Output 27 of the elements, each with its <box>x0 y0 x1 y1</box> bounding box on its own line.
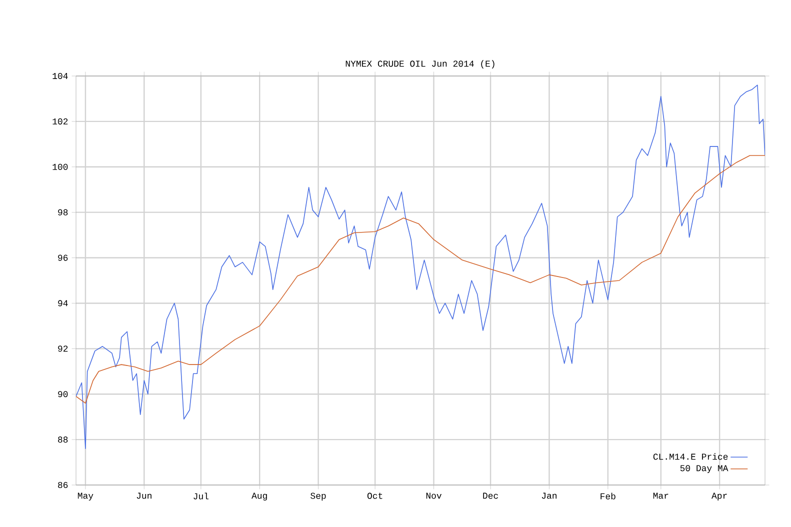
y-tick-label: 94 <box>58 300 68 306</box>
x-tick-label: Mar <box>653 492 668 499</box>
x-tick-label: Dec <box>483 492 498 499</box>
y-tick-label: 102 <box>52 118 68 124</box>
x-tick-label: Feb <box>600 492 616 500</box>
x-tick-label: Jul <box>194 492 209 500</box>
y-tick-label: 88 <box>58 436 68 443</box>
x-tick-label: Oct <box>367 492 382 499</box>
y-tick-label: 100 <box>52 164 68 170</box>
x-tick-label: Aug <box>252 492 267 501</box>
legend-label: CL.M14.E Price <box>653 453 728 460</box>
y-tick-label: 104 <box>52 72 68 80</box>
legend-label: 50 Day MA <box>680 465 728 473</box>
chart-title: NYMEX CRUDE OIL Jun 2014 (E) <box>346 60 494 68</box>
x-tick-label: Apr <box>712 492 727 501</box>
x-tick-label: Jan <box>542 492 556 499</box>
y-tick-label: 92 <box>58 346 68 352</box>
line-series <box>76 155 766 404</box>
y-tick-label: 98 <box>58 209 68 216</box>
y-tick-label: 86 <box>58 482 68 488</box>
y-tick-label: 96 <box>58 254 68 261</box>
x-tick-label: Nov <box>426 492 442 499</box>
x-tick-label: Sep <box>310 492 326 501</box>
x-tick-label: Jun <box>136 492 152 499</box>
y-tick-label: 90 <box>58 391 68 398</box>
line-series <box>76 84 766 450</box>
x-tick-label: May <box>78 492 94 501</box>
